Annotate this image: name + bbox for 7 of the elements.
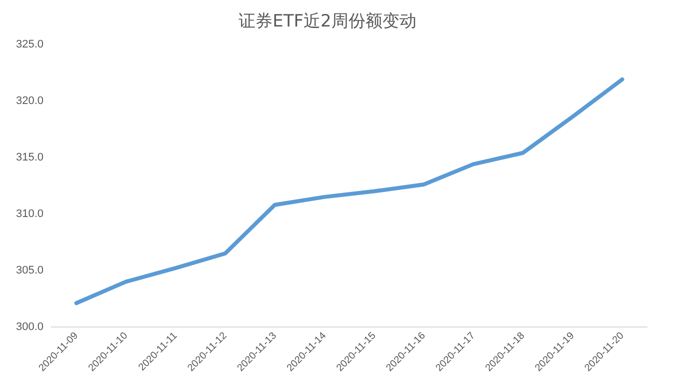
y-tick-label: 320.0 <box>16 94 44 107</box>
y-tick-label: 315.0 <box>16 151 44 164</box>
y-tick-label: 300.0 <box>16 320 44 333</box>
chart-title: 证券ETF近2周份额变动 <box>238 12 416 32</box>
y-tick-label: 310.0 <box>16 208 44 220</box>
y-tick-label: 325.0 <box>16 38 44 50</box>
y-tick-label: 305.0 <box>16 264 44 276</box>
